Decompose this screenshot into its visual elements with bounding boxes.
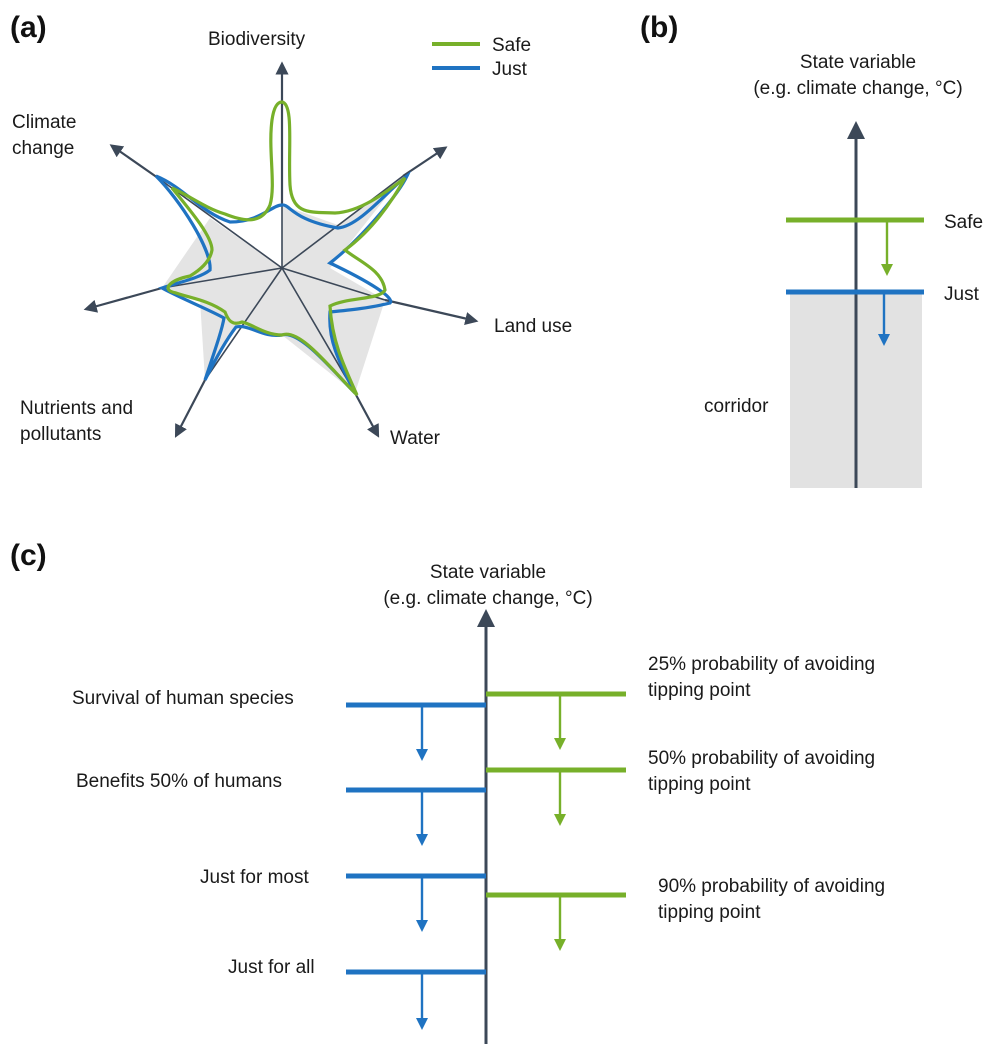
axis-label-climate-line1: Climate (12, 112, 76, 133)
axis-nutrients (174, 379, 206, 438)
panel-b-safe-label: Safe (944, 212, 983, 233)
panel-c-label: (c) (10, 539, 47, 572)
panel-b-title-line2: (e.g. climate change, °C) (753, 78, 962, 99)
safe-level-2-label-line2: tipping point (648, 774, 751, 795)
safe-level-1-label-line1: 25% probability of avoiding (648, 654, 875, 675)
star-spokes (157, 175, 404, 394)
axis-climate (109, 144, 159, 179)
safe-level-3-label-line2: tipping point (658, 902, 761, 923)
panel-a-label: (a) (10, 11, 47, 44)
axis-label-nutrients-line1: Nutrients and (20, 398, 133, 419)
axis-lower-left (83, 286, 163, 313)
just-level-4-label: Just for all (228, 957, 315, 978)
panel-b-corridor-label: corridor (704, 396, 769, 417)
panel-c: (c) State variable (e.g. climate change,… (10, 539, 885, 1044)
star-safe-outline (166, 100, 407, 397)
axis-label-water: Water (390, 428, 441, 449)
axis-label-climate-line2: change (12, 138, 74, 159)
just-level-1-label: Survival of human species (72, 688, 294, 709)
star-gray-region (162, 176, 403, 393)
panel-b-label: (b) (640, 11, 678, 44)
panel-b-just-label: Just (944, 284, 980, 305)
just-level-3-label: Just for most (200, 867, 309, 888)
just-level-2-label: Benefits 50% of humans (76, 771, 282, 792)
axis-label-land-use: Land use (494, 316, 572, 337)
legend-safe-label: Safe (492, 35, 531, 56)
panel-b-title-line1: State variable (800, 52, 916, 73)
star-axes (83, 61, 479, 438)
panel-c-title-line1: State variable (430, 562, 546, 583)
panel-c-title-line2: (e.g. climate change, °C) (383, 588, 592, 609)
legend-just-label: Just (492, 59, 528, 80)
axis-label-nutrients-line2: pollutants (20, 424, 101, 445)
axis-water (354, 392, 380, 438)
safe-level-1-label-line2: tipping point (648, 680, 751, 701)
safe-level-3-label-line1: 90% probability of avoiding (658, 876, 885, 897)
legend: Safe Just (432, 35, 531, 80)
panel-b: (b) State variable (e.g. climate change,… (640, 11, 983, 488)
panel-a: (a) Safe Just (10, 11, 572, 449)
axis-upper-right (402, 146, 448, 177)
safe-level-2-label-line1: 50% probability of avoiding (648, 748, 875, 769)
axis-land-use (384, 298, 479, 325)
axis-label-biodiversity: Biodiversity (208, 29, 306, 50)
